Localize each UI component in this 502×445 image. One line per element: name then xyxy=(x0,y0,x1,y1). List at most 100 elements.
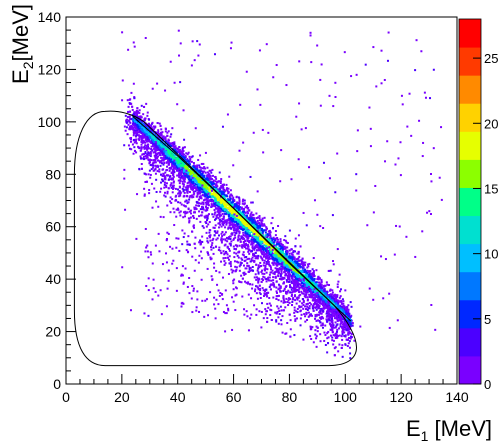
data-point xyxy=(191,196,194,199)
data-point xyxy=(222,238,225,241)
data-point xyxy=(216,188,219,191)
data-point xyxy=(184,215,187,218)
data-point xyxy=(292,290,295,293)
data-point xyxy=(329,289,332,292)
data-point xyxy=(271,239,274,242)
data-point xyxy=(253,217,256,220)
data-point xyxy=(182,183,185,186)
data-point xyxy=(233,231,236,234)
data-point xyxy=(159,124,162,127)
data-point xyxy=(299,284,302,287)
data-point xyxy=(199,166,202,169)
data-point xyxy=(222,250,225,253)
data-point xyxy=(202,206,205,209)
data-point xyxy=(246,233,249,236)
data-point xyxy=(167,130,170,133)
data-point xyxy=(229,235,232,238)
data-point xyxy=(341,331,344,334)
data-point xyxy=(140,157,143,160)
data-point xyxy=(186,158,189,161)
data-point xyxy=(229,265,232,268)
data-point xyxy=(243,213,246,216)
data-point xyxy=(205,194,208,197)
data-point xyxy=(277,255,280,258)
data-point xyxy=(256,246,259,249)
data-point xyxy=(167,145,170,148)
data-point xyxy=(327,269,330,272)
data-point xyxy=(336,336,339,339)
data-point xyxy=(186,186,189,189)
data-point xyxy=(209,200,212,203)
data-point xyxy=(221,194,224,197)
data-point xyxy=(186,211,189,214)
data-point xyxy=(315,308,318,311)
data-point xyxy=(296,311,299,314)
data-point xyxy=(182,190,185,193)
data-point xyxy=(224,231,227,234)
data-point xyxy=(243,210,246,213)
data-point xyxy=(308,277,311,280)
data-point xyxy=(227,237,230,240)
data-point xyxy=(145,146,148,149)
data-point xyxy=(250,228,253,231)
data-point xyxy=(289,291,292,294)
data-point xyxy=(342,327,345,330)
data-point xyxy=(315,325,318,328)
data-point xyxy=(342,302,345,305)
data-point xyxy=(215,202,218,205)
data-point xyxy=(206,240,209,243)
data-point xyxy=(187,178,190,181)
data-point xyxy=(306,269,309,272)
data-point xyxy=(261,302,264,305)
data-point xyxy=(141,167,144,170)
data-point xyxy=(190,188,193,191)
data-point xyxy=(319,333,322,336)
data-point xyxy=(212,246,215,249)
data-point xyxy=(138,115,141,118)
data-point xyxy=(170,172,173,175)
data-point xyxy=(243,246,246,249)
data-point xyxy=(208,221,211,224)
data-point xyxy=(216,213,219,216)
data-point xyxy=(275,262,278,265)
data-point xyxy=(194,190,197,193)
data-point xyxy=(241,277,244,280)
data-point xyxy=(194,186,197,189)
data-point xyxy=(244,216,247,219)
data-point xyxy=(173,151,176,154)
data-point xyxy=(244,206,247,209)
data-point xyxy=(206,252,209,255)
data-point xyxy=(314,281,317,284)
data-point xyxy=(271,262,274,265)
data-point xyxy=(340,335,343,338)
data-point xyxy=(232,237,235,240)
data-point xyxy=(171,170,174,173)
data-point xyxy=(261,272,264,275)
data-point xyxy=(332,339,335,342)
data-point xyxy=(319,283,322,286)
data-point xyxy=(258,284,261,287)
data-point xyxy=(294,250,297,253)
data-point xyxy=(179,180,182,183)
data-point xyxy=(309,313,312,316)
data-point xyxy=(217,234,220,237)
data-point xyxy=(204,171,207,174)
data-point xyxy=(132,152,135,155)
data-point xyxy=(246,258,249,261)
data-point xyxy=(194,183,197,186)
data-point xyxy=(150,130,153,133)
data-point xyxy=(296,284,299,287)
data-point xyxy=(213,230,216,233)
data-point xyxy=(138,134,141,137)
data-point xyxy=(299,270,302,273)
data-point xyxy=(191,185,194,188)
data-point xyxy=(192,188,195,191)
data-point xyxy=(291,278,294,281)
data-point xyxy=(165,147,168,150)
data-point xyxy=(265,251,268,254)
data-point xyxy=(148,118,151,121)
data-point xyxy=(351,322,354,325)
data-point xyxy=(176,207,179,210)
data-point xyxy=(182,236,185,239)
data-point xyxy=(265,288,268,291)
